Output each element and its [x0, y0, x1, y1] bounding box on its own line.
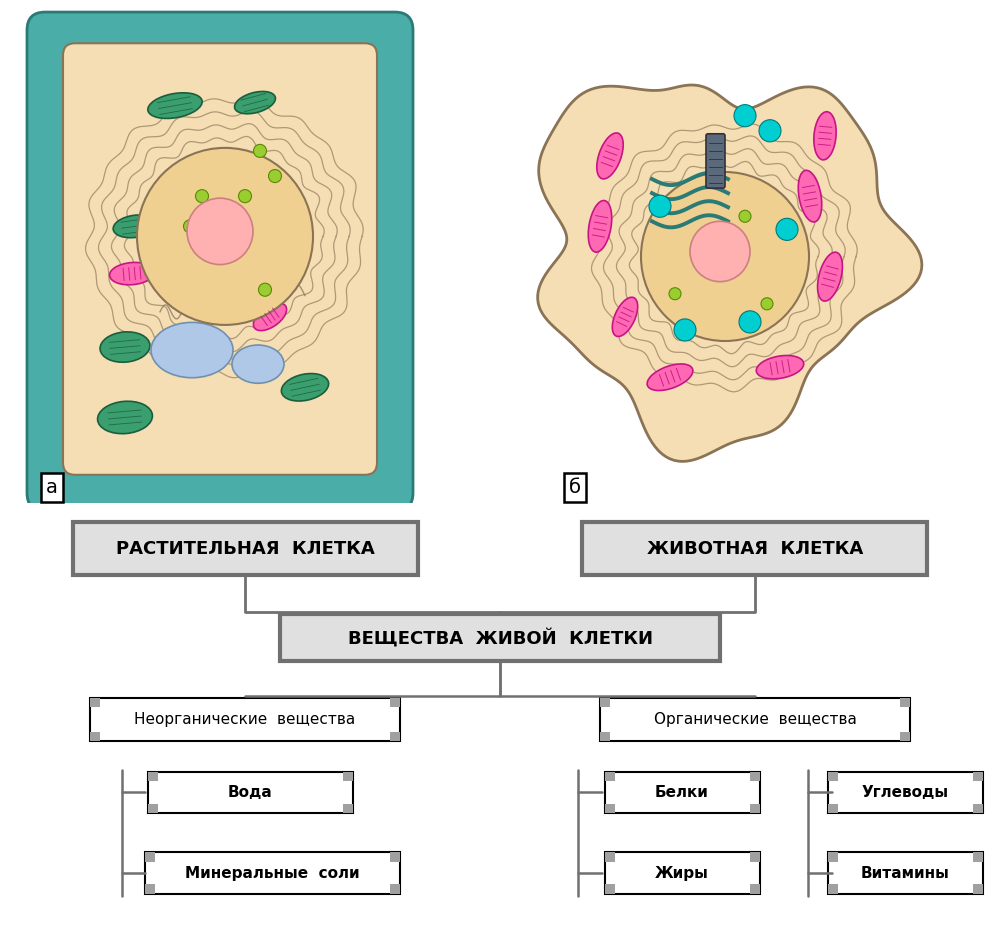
FancyBboxPatch shape: [27, 12, 413, 511]
Bar: [828, 852, 838, 862]
Ellipse shape: [597, 133, 623, 179]
Circle shape: [187, 198, 253, 265]
Bar: [973, 884, 983, 894]
Text: Углеводы: Углеводы: [861, 785, 949, 800]
Bar: [750, 852, 760, 862]
Circle shape: [259, 283, 272, 296]
Bar: [604, 852, 614, 862]
Bar: [828, 772, 982, 813]
FancyBboxPatch shape: [582, 522, 927, 575]
Bar: [600, 698, 610, 707]
Bar: [600, 698, 910, 741]
Circle shape: [268, 170, 282, 182]
Bar: [342, 804, 352, 813]
Circle shape: [776, 218, 798, 240]
Bar: [148, 804, 158, 813]
Bar: [342, 772, 352, 781]
Text: Белки: Белки: [655, 785, 709, 800]
Ellipse shape: [798, 170, 822, 222]
Bar: [604, 772, 760, 813]
Circle shape: [690, 221, 750, 282]
Ellipse shape: [151, 323, 233, 378]
Ellipse shape: [235, 91, 275, 114]
Bar: [145, 852, 400, 894]
Bar: [148, 772, 352, 813]
Circle shape: [137, 148, 313, 325]
Text: Органические  вещества: Органические вещества: [654, 712, 856, 727]
Polygon shape: [538, 85, 922, 461]
Text: ВЕЩЕСТВА  ЖИВОЙ  КЛЕТКИ: ВЕЩЕСТВА ЖИВОЙ КЛЕТКИ: [348, 628, 652, 647]
Circle shape: [669, 288, 681, 300]
Bar: [973, 772, 983, 781]
Bar: [828, 772, 838, 781]
Bar: [90, 732, 100, 741]
Ellipse shape: [110, 263, 154, 285]
Ellipse shape: [232, 345, 284, 383]
Circle shape: [739, 311, 761, 333]
Ellipse shape: [588, 200, 612, 252]
Bar: [750, 772, 760, 781]
Bar: [90, 698, 100, 707]
Bar: [145, 884, 155, 894]
Text: Минеральные  соли: Минеральные соли: [185, 865, 359, 881]
Bar: [145, 852, 155, 862]
Bar: [828, 804, 838, 813]
Bar: [604, 852, 760, 894]
Bar: [148, 772, 158, 781]
Bar: [390, 852, 400, 862]
Circle shape: [674, 319, 696, 341]
Circle shape: [239, 190, 252, 203]
Ellipse shape: [756, 356, 804, 379]
Text: РАСТИТЕЛЬНАЯ  КЛЕТКА: РАСТИТЕЛЬНАЯ КЛЕТКА: [116, 540, 374, 557]
Bar: [828, 852, 982, 894]
Circle shape: [254, 144, 266, 158]
Ellipse shape: [612, 297, 638, 337]
Ellipse shape: [148, 93, 202, 119]
Circle shape: [649, 195, 671, 217]
Ellipse shape: [281, 374, 329, 401]
Circle shape: [739, 211, 751, 222]
Text: Неорганические  вещества: Неорганические вещества: [134, 712, 356, 727]
Ellipse shape: [818, 252, 842, 301]
Bar: [900, 732, 910, 741]
Bar: [600, 732, 610, 741]
Text: Витамины: Витамины: [861, 865, 949, 881]
Circle shape: [196, 190, 208, 203]
FancyBboxPatch shape: [73, 522, 418, 575]
Circle shape: [734, 104, 756, 127]
Bar: [390, 884, 400, 894]
Bar: [900, 698, 910, 707]
Circle shape: [184, 220, 196, 233]
Bar: [90, 698, 400, 741]
Circle shape: [641, 172, 809, 341]
Circle shape: [759, 120, 781, 141]
FancyBboxPatch shape: [706, 134, 725, 188]
Bar: [750, 804, 760, 813]
Ellipse shape: [814, 112, 836, 159]
Text: б: б: [569, 478, 581, 497]
Text: Жиры: Жиры: [655, 865, 709, 881]
Text: ЖИВОТНАЯ  КЛЕТКА: ЖИВОТНАЯ КЛЕТКА: [647, 540, 863, 557]
Bar: [604, 884, 614, 894]
Text: Вода: Вода: [228, 785, 272, 800]
Circle shape: [761, 298, 773, 309]
FancyBboxPatch shape: [280, 614, 720, 661]
Bar: [604, 772, 614, 781]
Bar: [828, 884, 838, 894]
Bar: [973, 852, 983, 862]
Text: а: а: [46, 478, 58, 497]
Ellipse shape: [113, 215, 157, 237]
Bar: [750, 884, 760, 894]
FancyBboxPatch shape: [63, 44, 377, 474]
Ellipse shape: [100, 332, 150, 363]
Bar: [390, 698, 400, 707]
Bar: [390, 732, 400, 741]
Ellipse shape: [647, 364, 693, 390]
Bar: [604, 804, 614, 813]
Bar: [973, 804, 983, 813]
Ellipse shape: [253, 303, 287, 330]
Ellipse shape: [98, 401, 152, 434]
